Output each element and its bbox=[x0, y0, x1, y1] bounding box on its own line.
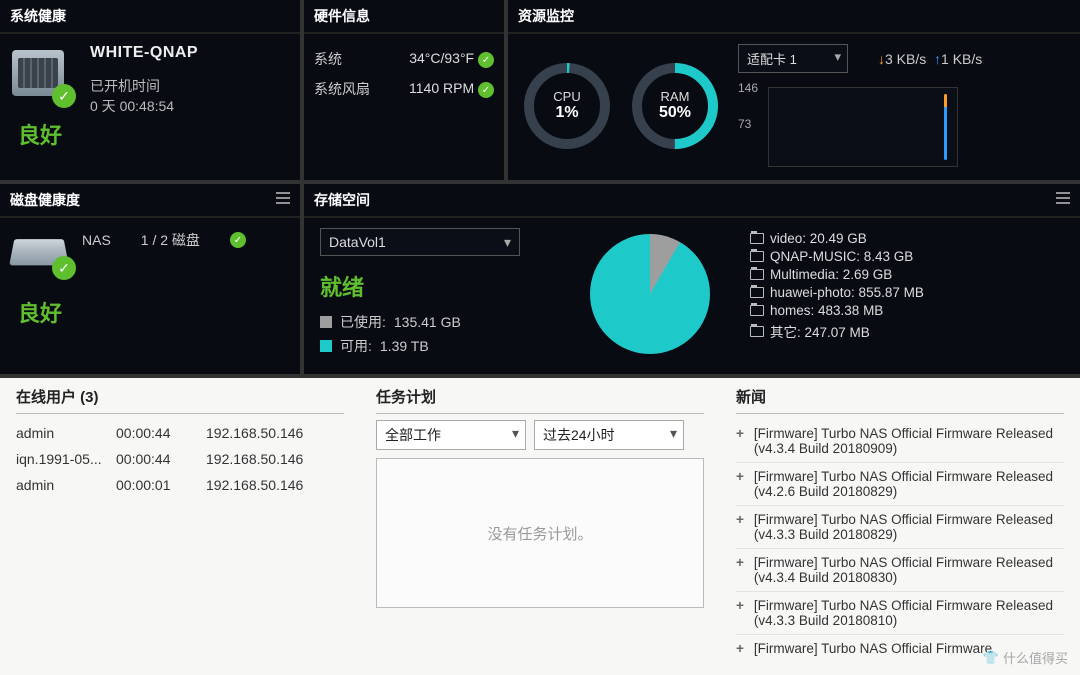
used-legend: 已使用: 135.41 GB bbox=[320, 312, 550, 332]
folder-item[interactable]: homes: 483.38 MB bbox=[750, 303, 1064, 318]
net-rates: ↓3 KB/s ↑1 KB/s bbox=[878, 51, 982, 67]
folder-item[interactable]: Multimedia: 2.69 GB bbox=[750, 267, 1064, 282]
folder-item[interactable]: video: 20.49 GB bbox=[750, 231, 1064, 246]
plus-icon: + bbox=[736, 426, 744, 456]
uptime-label: 已开机时间 bbox=[90, 76, 198, 96]
hw-row: 系统风扇1140 RPM bbox=[314, 74, 494, 104]
news-item[interactable]: +[Firmware] Turbo NAS Official Firmware … bbox=[736, 420, 1064, 462]
disk-icon bbox=[10, 228, 70, 276]
folder-icon bbox=[750, 233, 764, 244]
bottom-section: 在线用户 (3) admin00:00:44192.168.50.146iqn.… bbox=[0, 378, 1080, 675]
folder-icon bbox=[750, 305, 764, 316]
plus-icon: + bbox=[736, 555, 744, 585]
uptime-value: 0 天 00:48:54 bbox=[90, 96, 198, 116]
folder-item[interactable]: 其它: 247.07 MB bbox=[750, 321, 1064, 341]
news-item[interactable]: +[Firmware] Turbo NAS Official Firmware … bbox=[736, 591, 1064, 634]
plus-icon: + bbox=[736, 469, 744, 499]
storage-title: 存储空间 bbox=[314, 190, 370, 210]
ok-dot-icon bbox=[230, 232, 246, 248]
task-filter-time[interactable]: 过去24小时 bbox=[534, 420, 684, 450]
ok-badge-icon bbox=[52, 84, 76, 108]
list-icon[interactable] bbox=[276, 192, 290, 209]
nas-icon bbox=[10, 44, 70, 104]
hw-row: 系统34°C/93°F bbox=[314, 44, 494, 74]
online-users-title: 在线用户 (3) bbox=[16, 386, 344, 414]
news-item[interactable]: +[Firmware] Turbo NAS Official Firmware … bbox=[736, 505, 1064, 548]
hardware-title: 硬件信息 bbox=[314, 6, 370, 26]
disk-health-status: 良好 bbox=[18, 296, 62, 328]
ok-dot-icon bbox=[478, 82, 494, 98]
folder-icon bbox=[750, 326, 764, 337]
hostname: WHITE-QNAP bbox=[90, 44, 198, 62]
plus-icon: + bbox=[736, 598, 744, 628]
resource-monitor-panel: 资源监控 CPU1% RAM50% 适配卡 1 ↓3 KB/s ↑1 KB/s bbox=[508, 0, 1080, 180]
storage-panel: 存储空间 DataVol1 就绪 已使用: 135.41 GB 可用: 1.39… bbox=[304, 184, 1080, 374]
disk-name: NAS bbox=[82, 232, 111, 248]
storage-pie bbox=[590, 234, 710, 354]
online-user-row[interactable]: admin00:00:01192.168.50.146 bbox=[16, 472, 344, 498]
system-health-title: 系统健康 bbox=[10, 6, 66, 26]
watermark: 👕 什么值得买 bbox=[983, 648, 1068, 667]
list-icon[interactable] bbox=[1056, 192, 1070, 209]
task-filter-type[interactable]: 全部工作 bbox=[376, 420, 526, 450]
storage-status: 就绪 bbox=[320, 270, 550, 302]
ok-dot-icon bbox=[478, 52, 494, 68]
news-panel: 新闻 +[Firmware] Turbo NAS Official Firmwa… bbox=[720, 378, 1080, 675]
folder-item[interactable]: QNAP-MUSIC: 8.43 GB bbox=[750, 249, 1064, 264]
disk-count: 1 / 2 磁盘 bbox=[141, 230, 200, 250]
folder-icon bbox=[750, 269, 764, 280]
news-title: 新闻 bbox=[736, 386, 1064, 414]
tasks-panel: 任务计划 全部工作 过去24小时 没有任务计划。 bbox=[360, 378, 720, 675]
folder-icon bbox=[750, 251, 764, 262]
plus-icon: + bbox=[736, 641, 744, 656]
tasks-title: 任务计划 bbox=[376, 386, 704, 414]
ok-badge-icon bbox=[52, 256, 76, 280]
tasks-empty: 没有任务计划。 bbox=[376, 458, 704, 608]
plus-icon: + bbox=[736, 512, 744, 542]
adapter-select[interactable]: 适配卡 1 bbox=[738, 44, 848, 73]
free-legend: 可用: 1.39 TB bbox=[320, 336, 550, 356]
ram-gauge: RAM50% bbox=[630, 61, 720, 151]
resource-monitor-title: 资源监控 bbox=[518, 6, 574, 26]
online-user-row[interactable]: admin00:00:44192.168.50.146 bbox=[16, 420, 344, 446]
news-item[interactable]: +[Firmware] Turbo NAS Official Firmware … bbox=[736, 548, 1064, 591]
news-item[interactable]: +[Firmware] Turbo NAS Official Firmware … bbox=[736, 462, 1064, 505]
cpu-gauge: CPU1% bbox=[522, 61, 612, 151]
system-health-status: 良好 bbox=[18, 118, 62, 150]
online-users-panel: 在线用户 (3) admin00:00:44192.168.50.146iqn.… bbox=[0, 378, 360, 675]
network-chart bbox=[768, 87, 958, 167]
hardware-panel: 硬件信息 系统34°C/93°F 系统风扇1140 RPM bbox=[304, 0, 504, 180]
disk-health-title: 磁盘健康度 bbox=[10, 190, 80, 210]
volume-select[interactable]: DataVol1 bbox=[320, 228, 520, 256]
folder-icon bbox=[750, 287, 764, 298]
online-user-row[interactable]: iqn.1991-05...00:00:44192.168.50.146 bbox=[16, 446, 344, 472]
system-health-panel: 系统健康 良好 WHITE-QNAP 已开机时间 0 天 00:48:54 bbox=[0, 0, 300, 180]
folder-item[interactable]: huawei-photo: 855.87 MB bbox=[750, 285, 1064, 300]
disk-health-panel: 磁盘健康度 良好 NAS 1 / 2 磁盘 bbox=[0, 184, 300, 374]
